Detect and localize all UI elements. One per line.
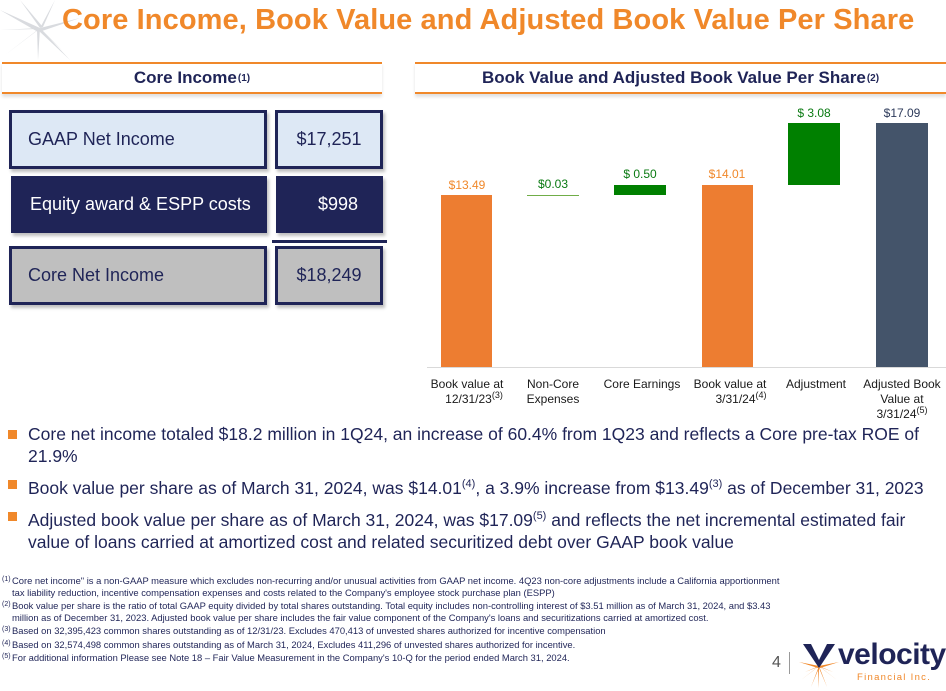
text-segment: Adjusted book value per share as of Marc… <box>28 509 533 530</box>
text-segment: as of December 31, 2023 <box>722 477 924 498</box>
footnote-ref: (5) <box>916 405 928 415</box>
bullet-book-value: Book value per share as of March 31, 202… <box>8 473 938 499</box>
velocity-star-logo-icon <box>799 644 839 688</box>
bar-book-value-1231 <box>441 195 492 367</box>
footnote-number: (3) <box>2 626 11 633</box>
core-net-income-label: Core Net Income <box>9 246 267 305</box>
gaap-net-income-label: GAAP Net Income <box>9 110 267 169</box>
chart-baseline <box>427 367 946 368</box>
bullet-text: Adjusted book value per share as of Marc… <box>28 505 938 553</box>
bar-core-earnings <box>614 185 666 195</box>
core-income-header-text: Core Income <box>133 68 237 87</box>
bullet-text: Book value per share as of March 31, 202… <box>28 473 924 499</box>
book-value-header-text: Book Value and Adjusted Book Value Per S… <box>481 68 866 87</box>
x-label-line: 3/31/24 <box>715 392 756 406</box>
footnote-ref: (4) <box>461 478 476 490</box>
footnote-3: (3) Based on 32,395,423 common shares out… <box>2 625 782 637</box>
gaap-net-income-value: $17,251 <box>275 110 383 169</box>
book-value-header: Book Value and Adjusted Book Value Per S… <box>415 62 946 94</box>
page-title: Core Income, Book Value and Adjusted Boo… <box>62 4 915 36</box>
core-income-header: Core Income (1) <box>2 62 382 94</box>
x-label-line: Value at <box>880 392 924 406</box>
footnote-text: Based on 32,574,498 common shares outsta… <box>12 638 576 650</box>
footnote-5: (5) For additional information Please see… <box>2 652 782 664</box>
bullet-text: Core net income totaled $18.2 million in… <box>28 424 920 466</box>
x-label-book-value-0331: Book value at 3/31/24(4) <box>686 377 774 407</box>
bar-adjustment <box>788 123 840 185</box>
bullet-square-icon <box>8 430 17 439</box>
footnote-number: (5) <box>2 653 11 660</box>
row-value: $17,251 <box>296 129 362 149</box>
row-label: GAAP Net Income <box>28 129 175 149</box>
x-label-adjusted-book-value: Adjusted Book Value at 3/31/24(5) <box>856 377 946 422</box>
x-label-line: Adjusted Book <box>863 377 941 391</box>
sum-divider <box>272 240 387 243</box>
page-number: 4 <box>772 654 781 671</box>
x-label-line: Adjustment <box>785 377 847 391</box>
text-segment: , a 3.9% increase from $13.49 <box>475 477 709 498</box>
footnote-text: Based on 32,395,423 common shares outsta… <box>12 625 606 636</box>
text-segment: and reflects the net incremental estimat… <box>28 509 906 552</box>
x-label-line: Expenses <box>526 392 580 406</box>
row-value: $998 <box>317 194 358 214</box>
bar-label-non-core-expenses: $0.03 <box>537 177 569 191</box>
bullet-core-net-income: Core net income totaled $18.2 million in… <box>8 423 938 467</box>
equity-award-value: $998 <box>276 176 383 233</box>
bar-label-book-value-1231: $13.49 <box>448 178 486 192</box>
x-label-line: Non-Core <box>526 377 580 391</box>
x-label-book-value-1231: Book value at 12/31/23(3) <box>419 377 515 407</box>
key-points-list: Core net income totaled $18.2 million in… <box>8 423 938 559</box>
page-separator <box>789 652 790 674</box>
x-label-line: 3/31/24 <box>876 407 917 421</box>
x-label-non-core-expenses: Non-Core Expenses <box>515 377 591 407</box>
x-label-line: Book value at <box>430 377 504 391</box>
star-burst-icon <box>0 0 80 60</box>
brand-name: velocity <box>838 638 946 671</box>
footnote-ref: (2) <box>866 72 880 84</box>
footnote-text: For additional information Please see No… <box>12 652 570 663</box>
bar-adjusted-book-value <box>876 123 928 367</box>
bar-non-core-expenses <box>527 195 579 196</box>
bar-book-value-0331 <box>702 185 753 367</box>
footnote-ref: (3) <box>491 390 503 400</box>
row-label: Core Net Income <box>28 265 165 285</box>
bar-label-core-earnings: $ 0.50 <box>623 167 657 181</box>
text-segment: Book value per share as of March 31, 202… <box>28 477 462 498</box>
footnote-1: (1) Core net income" is a non-GAAP measur… <box>2 575 782 598</box>
footnote-number: (1) <box>2 576 11 583</box>
book-value-waterfall-chart: $13.49 $0.03 $ 0.50 $14.01 $ 3.08 $17.09… <box>415 100 946 421</box>
bullet-square-icon <box>8 480 17 489</box>
footnote-number: (4) <box>2 639 11 647</box>
footnote-4: (4) Based on 32,574,498 common shares out… <box>2 639 782 651</box>
bullet-adjusted-book-value: Adjusted book value per share as of Marc… <box>8 505 938 553</box>
equity-award-label: Equity award & ESPP costs <box>11 176 267 233</box>
x-label-adjustment: Adjustment <box>778 377 854 392</box>
bar-label-book-value-0331: $14.01 <box>708 167 746 181</box>
row-value: $18,249 <box>296 265 362 285</box>
footnote-text: Book value per share is the ratio of tot… <box>12 600 771 623</box>
footnote-text: Core net income" is a non-GAAP measure w… <box>12 575 780 598</box>
footnote-ref: (5) <box>532 509 547 522</box>
footnote-2: (2) Book value per share is the ratio of … <box>2 600 782 623</box>
footnote-ref: (3) <box>708 478 723 490</box>
footnote-ref: (1) <box>237 72 251 84</box>
x-label-line: 12/31/23 <box>445 392 492 406</box>
x-label-core-earnings: Core Earnings <box>595 377 689 392</box>
bar-label-adjustment: $ 3.08 <box>797 106 831 120</box>
x-label-line: Book value at <box>693 377 767 391</box>
footnotes: (1) Core net income" is a non-GAAP measur… <box>2 575 782 666</box>
row-label: Equity award & ESPP costs <box>30 194 251 214</box>
brand-subtitle: Financial Inc. <box>857 672 932 683</box>
footnote-ref: (4) <box>755 390 767 400</box>
x-label-line: Core Earnings <box>603 377 681 391</box>
core-net-income-value: $18,249 <box>275 246 383 305</box>
bar-label-adjusted-book-value: $17.09 <box>883 106 921 120</box>
bullet-square-icon <box>8 511 17 521</box>
footnote-number: (2) <box>2 601 11 608</box>
